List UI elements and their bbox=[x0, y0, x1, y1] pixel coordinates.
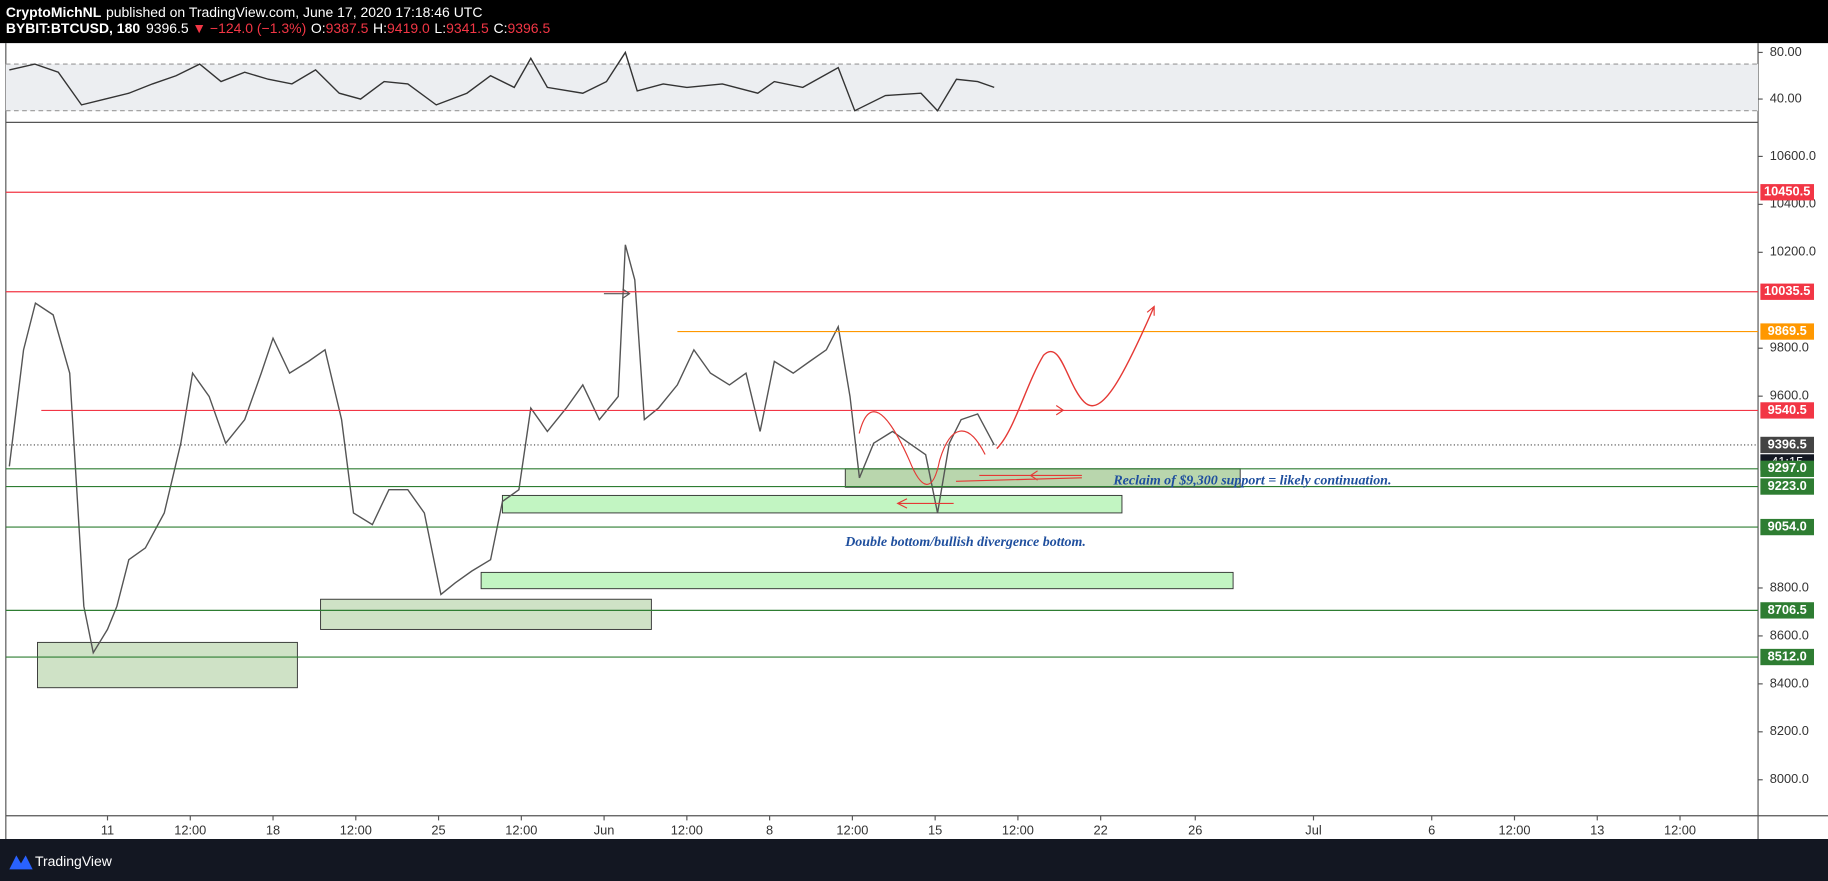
zone bbox=[480, 571, 1234, 590]
x-tick-label: Jun bbox=[594, 822, 615, 837]
x-tick-label: 13 bbox=[1590, 822, 1604, 837]
level-tag bbox=[1760, 648, 1815, 666]
level-tag bbox=[1760, 283, 1815, 300]
header-bar bbox=[0, 0, 1828, 44]
published: published on TradingView.com, June 17, 2… bbox=[106, 4, 482, 20]
ohlc-label: H: bbox=[373, 20, 387, 36]
y-tick-label: 8400.0 bbox=[1770, 675, 1809, 690]
arrow bbox=[955, 470, 1082, 482]
chart-area bbox=[0, 43, 1828, 840]
rsi-band bbox=[5, 64, 1759, 111]
level-tag bbox=[1760, 436, 1815, 454]
y-tick-label: 10600.0 bbox=[1770, 148, 1816, 163]
ohlc-value: 9341.5 bbox=[446, 20, 489, 36]
double-bottom-path bbox=[858, 411, 986, 485]
change: ▼ −124.0 (−1.3%) bbox=[192, 20, 306, 36]
level-label: 9869.5 bbox=[1768, 323, 1807, 338]
x-tick-label: 12:00 bbox=[836, 822, 868, 837]
price-line bbox=[8, 244, 995, 655]
arrow bbox=[1028, 405, 1065, 416]
price-line bbox=[9, 50, 995, 112]
level-label: 8706.5 bbox=[1768, 602, 1807, 617]
footer-bar bbox=[0, 839, 1828, 881]
level-label: 10035.5 bbox=[1764, 283, 1810, 298]
symbol: BYBIT:BTCUSD, 180 bbox=[6, 20, 141, 36]
header-line-1: CryptoMichNL published on TradingView.com… bbox=[6, 4, 483, 20]
annotation: Reclaim of $9,300 support = likely conti… bbox=[1112, 473, 1391, 488]
author[interactable]: CryptoMichNL bbox=[6, 4, 102, 20]
level-label: 9297.0 bbox=[1768, 460, 1807, 475]
x-tick-label: 12:00 bbox=[505, 822, 537, 837]
y-tick-label: 8200.0 bbox=[1770, 723, 1809, 738]
level-label: 9223.0 bbox=[1768, 478, 1807, 493]
x-tick-label: 11 bbox=[101, 822, 114, 837]
ohlc-label: O: bbox=[311, 20, 326, 36]
annotation: Double bottom/bullish divergence bottom. bbox=[844, 535, 1086, 550]
x-tick-label: 22 bbox=[1094, 822, 1108, 837]
y-tick-label: 80.00 bbox=[1770, 44, 1802, 59]
y-tick-label: 8600.0 bbox=[1770, 627, 1809, 642]
x-tick-label: Jul bbox=[1305, 822, 1321, 837]
zone bbox=[320, 598, 652, 630]
projection-arrow bbox=[1146, 305, 1155, 316]
y-tick-label: 10200.0 bbox=[1770, 244, 1816, 259]
arrow bbox=[896, 498, 954, 509]
level-tag bbox=[1760, 518, 1815, 536]
x-tick-label: 8 bbox=[766, 822, 773, 837]
level-tag bbox=[1760, 184, 1815, 201]
ohlc-label: C: bbox=[494, 20, 508, 36]
zone bbox=[501, 494, 1123, 514]
x-tick-label: 12:00 bbox=[1498, 822, 1530, 837]
x-tick-label: 12:00 bbox=[1002, 822, 1034, 837]
last-price: 9396.5 bbox=[146, 20, 189, 36]
x-tick-label: 12:00 bbox=[340, 822, 372, 837]
level-label: 10450.5 bbox=[1764, 184, 1810, 199]
x-tick-label: 12:00 bbox=[174, 822, 206, 837]
y-tick-label: 8800.0 bbox=[1770, 579, 1809, 594]
level-label: 8512.0 bbox=[1768, 648, 1807, 663]
x-tick-label: 12:00 bbox=[671, 822, 703, 837]
level-label: 9540.5 bbox=[1768, 402, 1807, 417]
logo[interactable] bbox=[9, 855, 33, 870]
y-tick-label: 40.00 bbox=[1770, 90, 1802, 105]
projection-path bbox=[996, 306, 1155, 450]
level-tag bbox=[1760, 478, 1815, 495]
ohlc-value: 9396.5 bbox=[507, 20, 550, 36]
chart-layer: 10600.010400.010200.09800.09600.08800.08… bbox=[5, 44, 1816, 837]
level-tag bbox=[1760, 460, 1815, 477]
x-tick-label: 26 bbox=[1188, 822, 1202, 837]
y-tick-label: 9600.0 bbox=[1770, 388, 1809, 403]
header-line-2: BYBIT:BTCUSD, 180 9396.5 ▼ −124.0 (−1.3%) O… bbox=[6, 20, 551, 36]
level-tag bbox=[1760, 602, 1815, 619]
ohlc-value: 9387.5 bbox=[326, 20, 369, 36]
x-tick-label: 12:00 bbox=[1664, 822, 1696, 837]
ohlc-label: L: bbox=[434, 20, 446, 36]
x-tick-label: 6 bbox=[1428, 822, 1435, 837]
arrow bbox=[603, 288, 631, 299]
ohlc-value: 9419.0 bbox=[387, 20, 430, 36]
y-tick-label: 8000.0 bbox=[1770, 771, 1809, 786]
x-tick-label: 25 bbox=[431, 822, 445, 837]
x-tick-label: 15 bbox=[928, 822, 942, 837]
level-tag bbox=[1760, 402, 1815, 419]
y-tick-label: 9800.0 bbox=[1770, 340, 1809, 355]
brand[interactable]: TradingView bbox=[35, 853, 113, 869]
x-tick-label: 18 bbox=[266, 822, 280, 837]
level-tag bbox=[1760, 323, 1815, 340]
zone bbox=[37, 641, 298, 689]
level-label: 9396.5 bbox=[1768, 436, 1807, 451]
level-label: 9054.0 bbox=[1768, 518, 1807, 533]
